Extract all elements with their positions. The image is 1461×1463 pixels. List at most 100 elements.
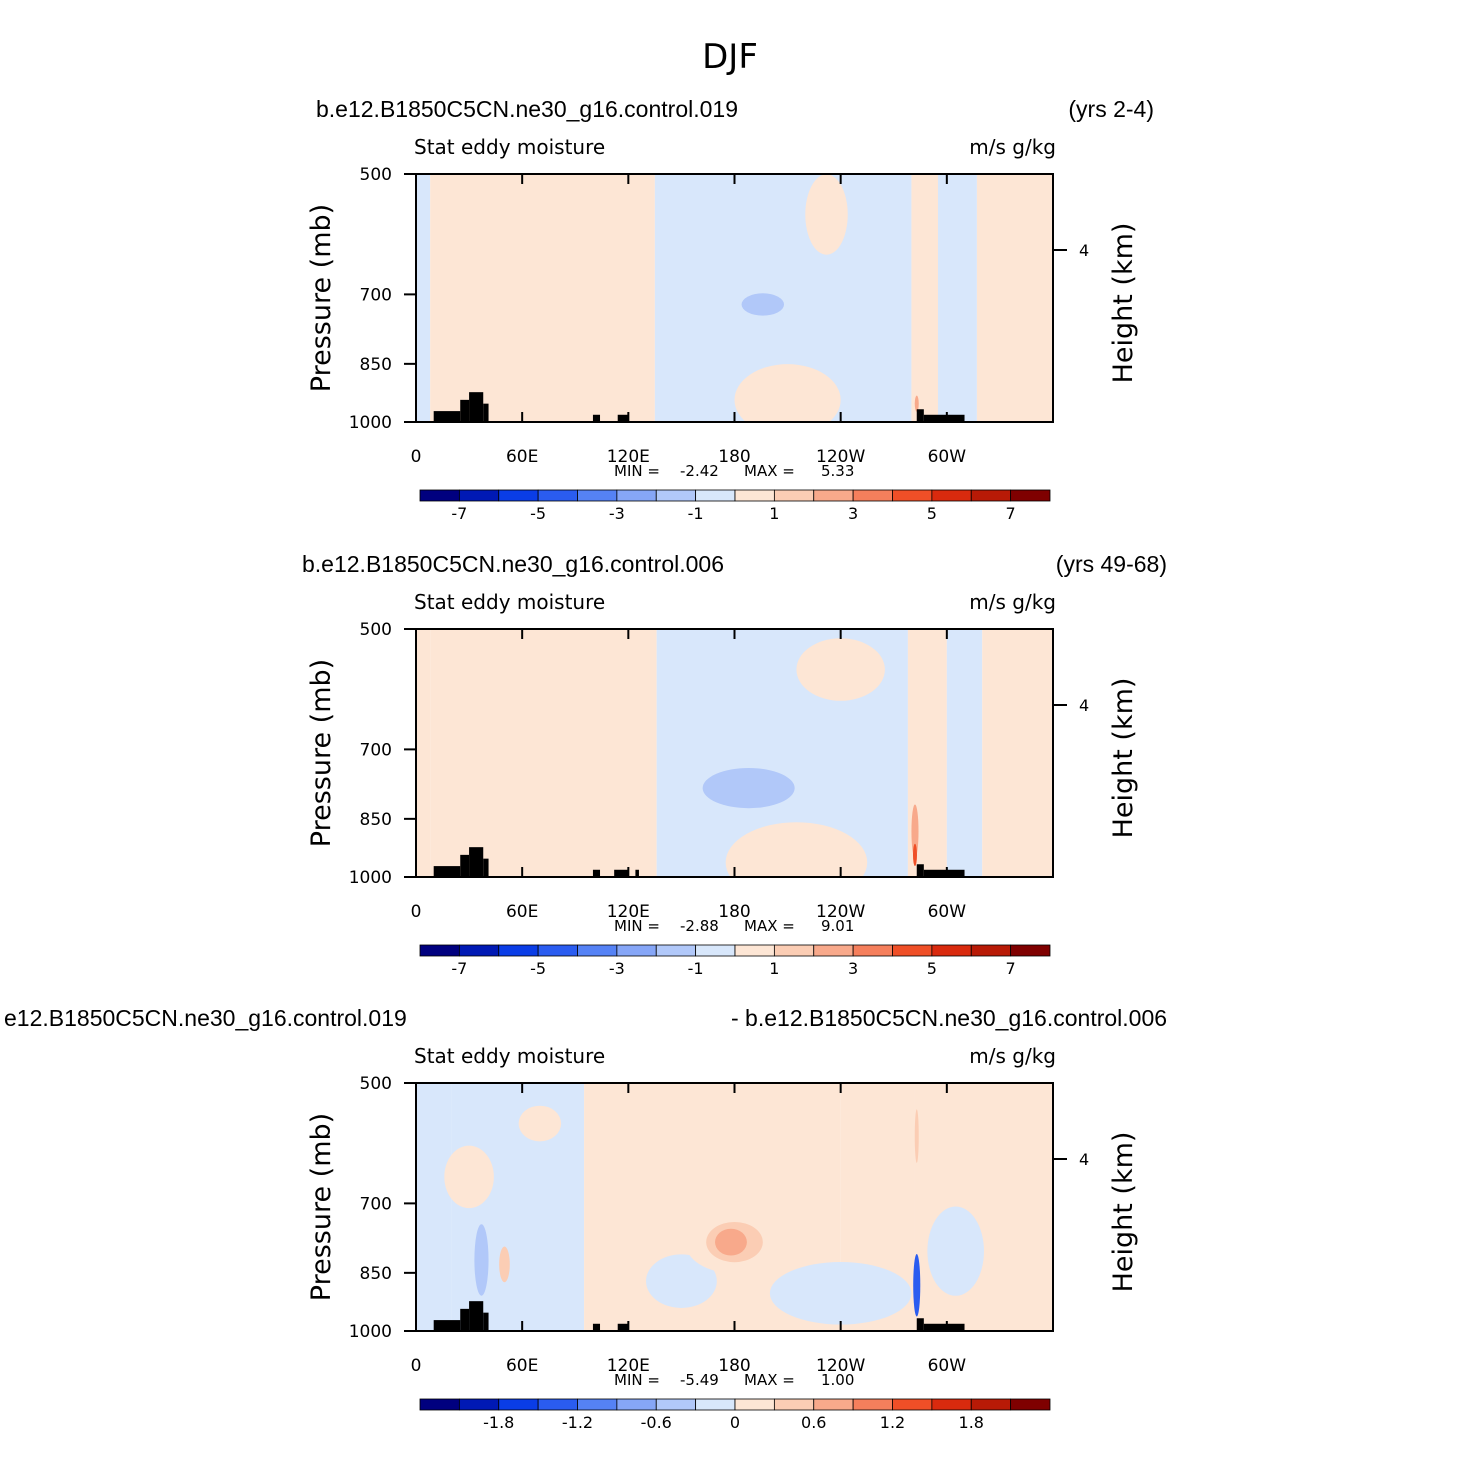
x-tick-label: 120E [607,1356,650,1376]
field-band [937,174,977,422]
field-feature [911,804,919,859]
panel-3: e12.B1850C5CN.ne30_g16.control.019 - b.e1… [4,1005,1167,1432]
colorbar-box [498,1398,539,1411]
y-tick-label: 850 [360,810,392,830]
y-tick-label: 500 [360,165,392,185]
field-lobe [518,1105,562,1142]
topography-block [923,414,965,422]
panel-years: (yrs 49-68) [1056,551,1167,577]
colorbar-box [734,489,775,502]
panel-title: e12.B1850C5CN.ne30_g16.control.019 [4,1005,407,1031]
field-feature [490,765,501,829]
colorbar-box [970,1398,1012,1411]
x-tick-label: 60E [506,1356,538,1376]
topography-block [923,1323,965,1331]
field-lobe [927,1206,984,1296]
colorbar-box [773,944,815,957]
colorbar-box [931,489,972,502]
colorbar-label: 5 [927,959,937,978]
colorbar-box [577,489,618,502]
stats-max-value: 9.01 [821,917,854,935]
colorbar-box [498,944,539,957]
colorbar-box [537,489,578,502]
colorbar-label: 7 [1006,504,1016,523]
panel-title: b.e12.B1850C5CN.ne30_g16.control.019 [316,96,738,122]
topography-block [592,869,601,877]
topography-block [469,392,484,422]
colorbar-box [970,944,1012,957]
field-band [430,629,657,877]
panel-years: (yrs 2-4) [1068,96,1154,122]
x-tick-label: 60E [506,447,538,467]
field-feature [702,768,795,809]
field-feature [499,1246,510,1283]
colorbar-box [577,944,618,957]
field [416,174,1053,422]
field-feature [914,1109,919,1163]
x-tick-label: 0 [411,902,422,922]
field-feature [454,756,466,802]
colorbar: -7 -5 -3 -1 1 3 5 7 [419,489,1051,523]
field-feature [715,1228,747,1256]
y-tick-label: 500 [360,1074,392,1094]
x-tick-label: 60W [928,447,967,467]
topography-block [916,864,924,877]
panel-title: b.e12.B1850C5CN.ne30_g16.control.006 [302,551,724,577]
topography-block [469,1301,484,1331]
variable-label: Stat eddy moisture [414,590,605,614]
colorbar-box [577,1398,618,1411]
y-axis-title: Pressure (mb) [306,204,337,392]
colorbar-box [695,1398,736,1411]
colorbar-box [655,944,697,957]
y-axis-title-right: Height (km) [1108,1132,1139,1293]
x-tick-label: 120W [816,1356,865,1376]
x-tick-label: 120W [816,447,865,467]
figure-title: DJF [702,37,758,77]
y-tick-label: 1000 [349,868,392,888]
colorbar-box [734,944,775,957]
field-feature [493,297,505,351]
height-tick-label: 4 [1079,696,1089,715]
topography-block [433,1320,461,1331]
topography-block [916,1318,924,1331]
colorbar-box [616,1398,657,1411]
field-feature [738,1144,760,1199]
colorbar-box [892,1398,933,1411]
x-tick-label: 120W [816,902,865,922]
colorbar-box [695,489,736,502]
field-lobe [734,364,841,422]
y-tick-label: 500 [360,620,392,640]
y-tick-label: 850 [360,355,392,375]
colorbar-label: -0.6 [641,1413,672,1432]
colorbar-box [892,489,933,502]
field-lobe [725,822,868,877]
x-tick-label: 60W [928,1356,967,1376]
colorbar-label: 1.2 [880,1413,905,1432]
x-tick-label: 0 [411,447,422,467]
topography-block [923,869,965,877]
units-label: m/s g/kg [969,1044,1056,1068]
height-tick-label: 4 [1079,241,1089,260]
topography-block [460,1308,470,1331]
units-label: m/s g/kg [969,135,1056,159]
colorbar-label: -1.2 [562,1413,593,1432]
x-tick-label: 180 [718,902,750,922]
colorbar-label: -1 [688,504,704,523]
y-axis-title-right: Height (km) [1108,223,1139,384]
colorbar-box [655,489,697,502]
stats-min-label: MIN = [614,462,660,480]
y-tick-label: 700 [360,285,392,305]
stats-max-label: MAX = [744,1371,795,1389]
colorbar-box [773,489,815,502]
colorbar-label: -3 [609,959,625,978]
panel-2: b.e12.B1850C5CN.ne30_g16.control.006 (yrs… [302,551,1167,978]
x-tick-label: 180 [718,1356,750,1376]
y-tick-label: 1000 [349,413,392,433]
colorbar-box [458,944,500,957]
field [416,629,1053,877]
colorbar-box [813,1398,854,1411]
stats-max-value: 5.33 [821,462,854,480]
colorbar: -7 -5 -3 -1 1 3 5 7 [419,944,1051,978]
